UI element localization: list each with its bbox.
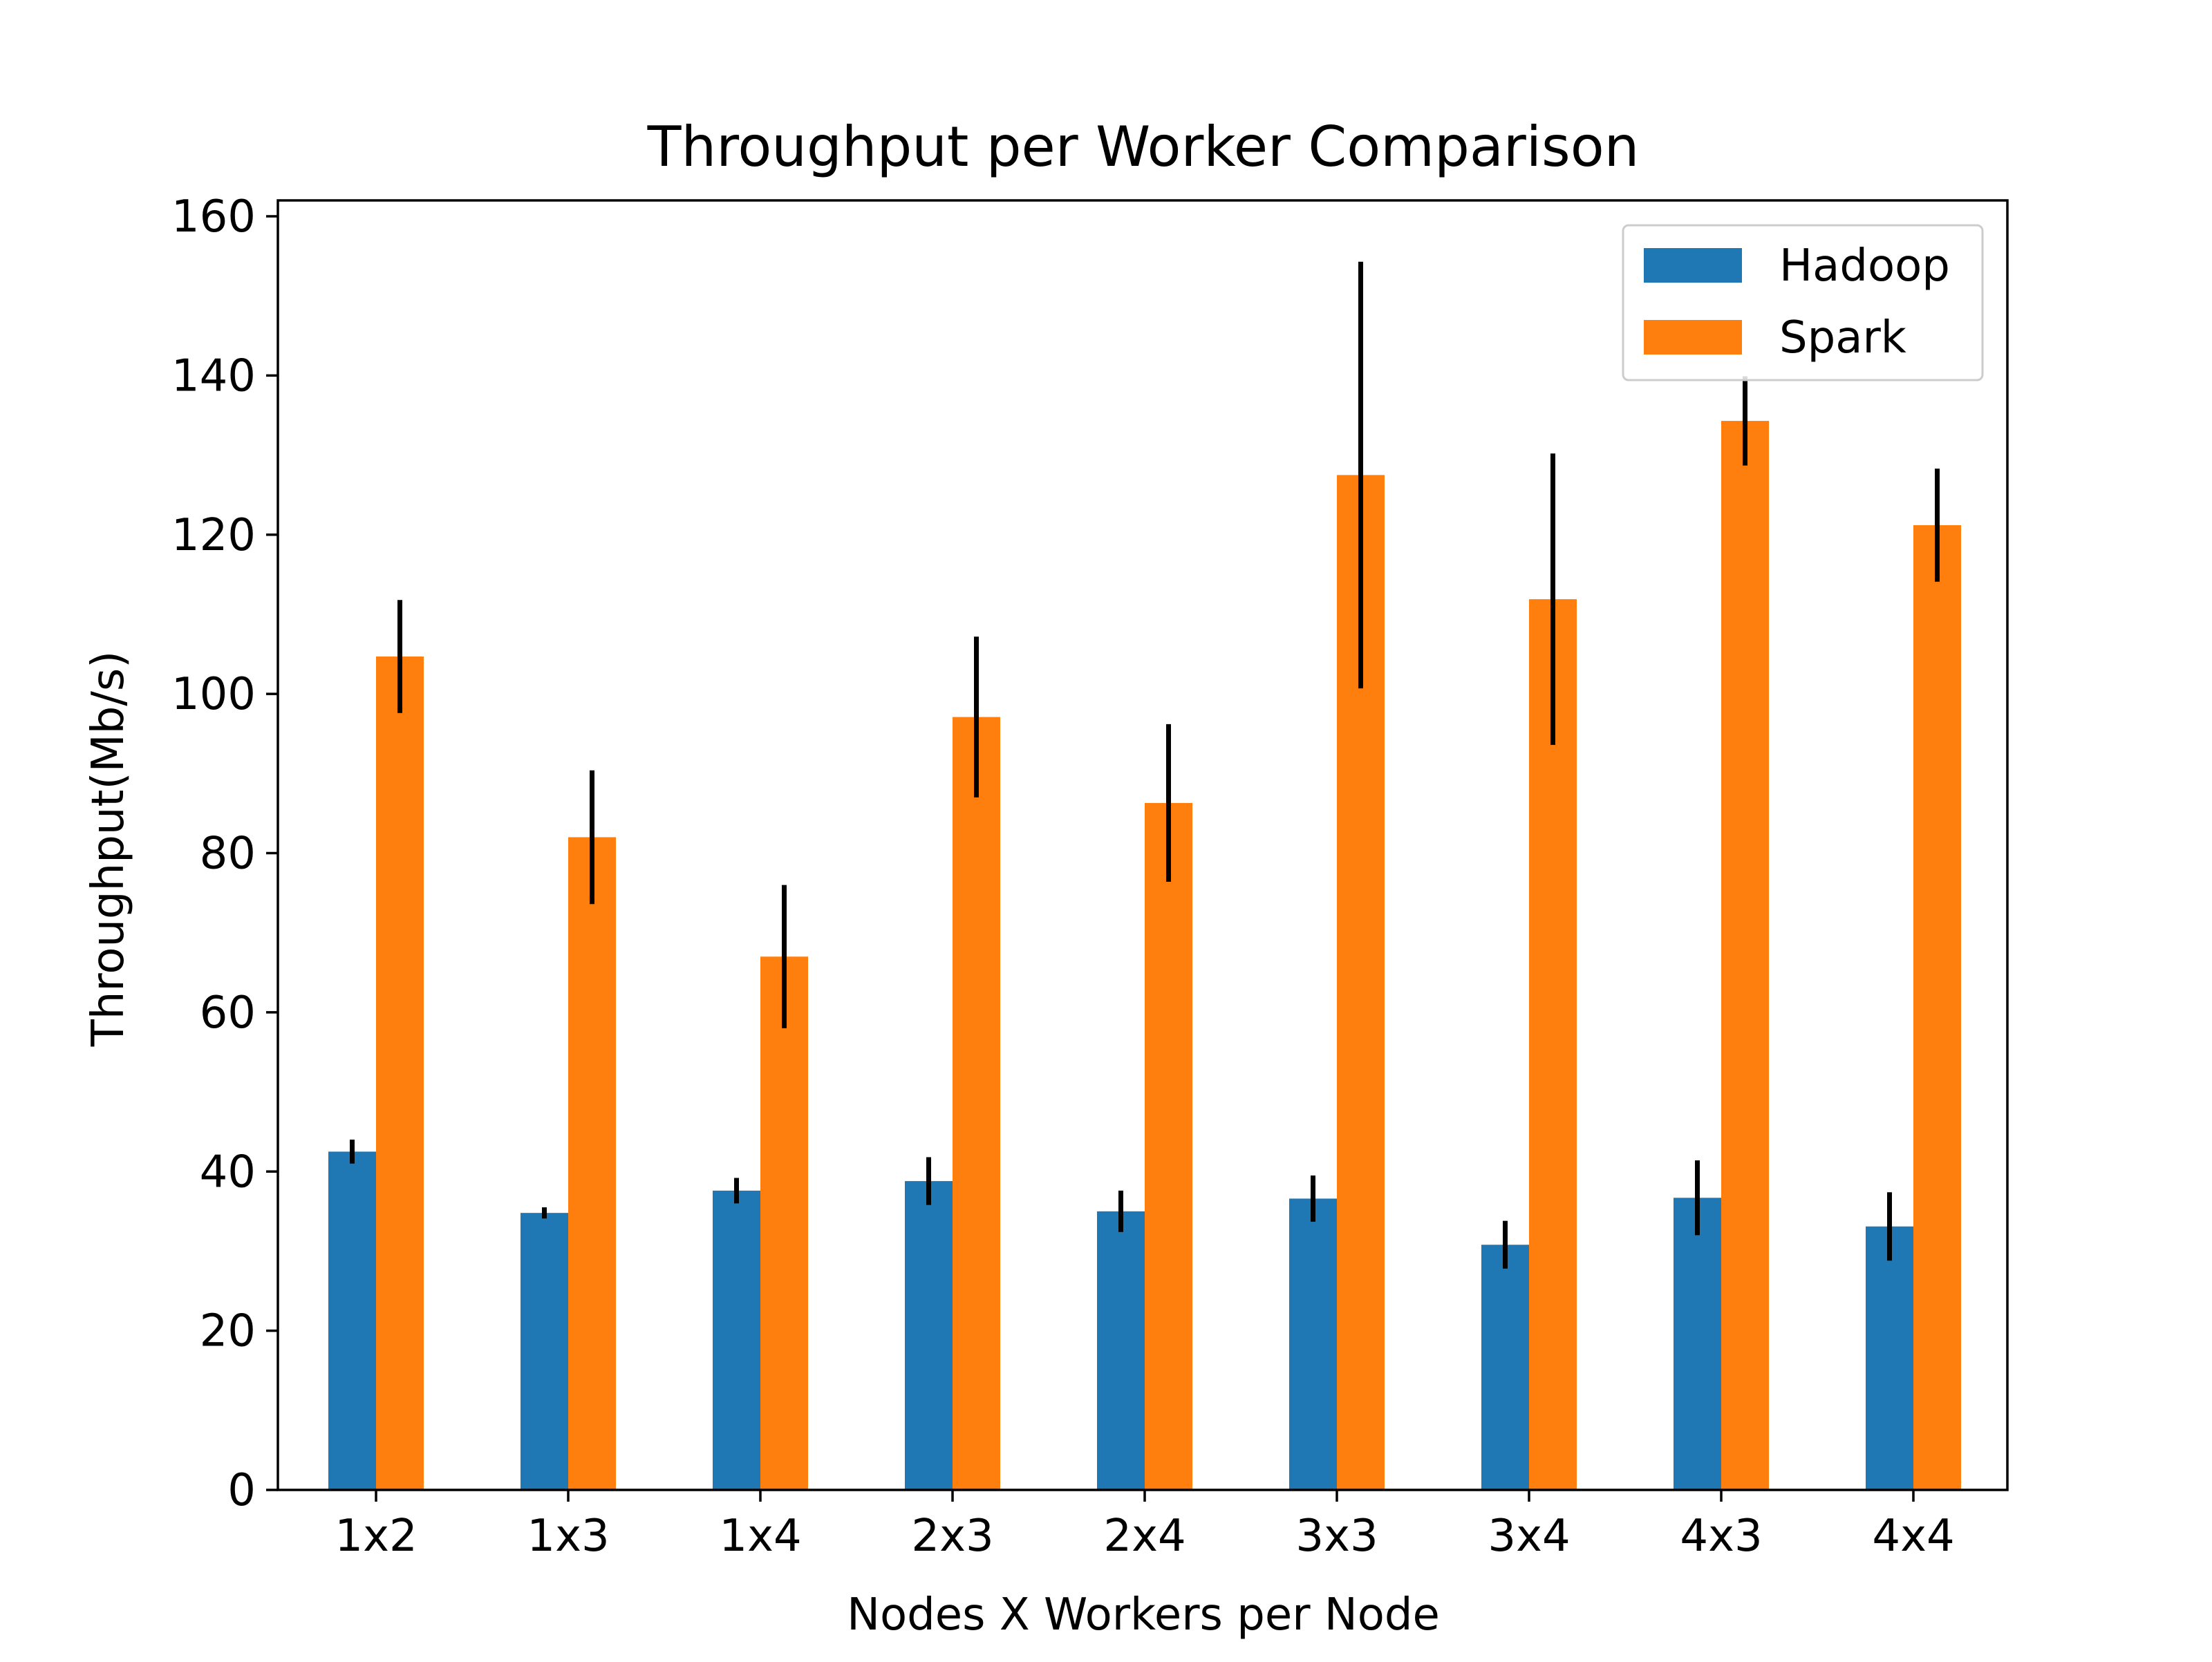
y-tick-label: 40 <box>200 1146 256 1198</box>
legend-label-spark: Spark <box>1779 312 1906 363</box>
x-tick-label: 4x4 <box>1872 1511 1954 1562</box>
bar-spark-2x4 <box>1145 802 1192 1490</box>
x-tick-label: 1x2 <box>335 1511 417 1562</box>
x-tick-label: 1x3 <box>527 1511 609 1562</box>
x-tick-label: 2x3 <box>911 1511 993 1562</box>
bar-hadoop-1x4 <box>713 1190 760 1490</box>
legend: Hadoop Spark <box>1622 224 1984 381</box>
x-tick-label: 4x3 <box>1680 1511 1762 1562</box>
y-tick-label: 20 <box>200 1306 256 1357</box>
bar-spark-4x3 <box>1721 421 1769 1490</box>
bar-spark-3x4 <box>1529 599 1577 1490</box>
y-tick-label: 140 <box>171 350 256 402</box>
y-tick-label: 80 <box>200 829 256 880</box>
bar-hadoop-1x3 <box>521 1213 568 1490</box>
y-axis-ticks: 0 20 40 60 80 100 120 140 160 <box>171 191 278 1516</box>
x-axis-ticks: 1x2 1x3 1x4 2x3 2x4 3x3 3x4 4x3 4x4 <box>335 1490 1955 1562</box>
bar-spark-4x4 <box>1913 525 1961 1490</box>
y-axis-label: Throughput(Mb/s) <box>83 651 134 1047</box>
plot-marks <box>328 261 1961 1490</box>
y-tick-label: 120 <box>171 510 256 561</box>
bar-hadoop-2x3 <box>905 1181 953 1490</box>
bar-hadoop-4x3 <box>1674 1198 1721 1490</box>
bar-hadoop-3x4 <box>1481 1245 1529 1490</box>
bar-hadoop-1x2 <box>328 1151 376 1490</box>
bar-hadoop-4x4 <box>1866 1226 1913 1490</box>
legend-label-hadoop: Hadoop <box>1779 240 1950 292</box>
plot-frame <box>276 199 2009 1491</box>
x-axis-label: Nodes X Workers per Node <box>847 1589 1440 1641</box>
bar-spark-1x4 <box>760 956 808 1490</box>
bar-hadoop-2x4 <box>1097 1211 1145 1490</box>
chart-title: Throughput per Worker Comparison <box>647 115 1640 179</box>
y-tick-label: 100 <box>171 669 256 720</box>
y-tick-label: 160 <box>171 191 256 243</box>
x-tick-label: 3x3 <box>1295 1511 1378 1562</box>
y-tick-label: 60 <box>200 988 256 1039</box>
legend-swatch-spark <box>1644 320 1742 355</box>
x-tick-label: 2x4 <box>1103 1511 1185 1562</box>
y-tick-label: 0 <box>227 1465 256 1516</box>
x-tick-label: 1x4 <box>719 1511 801 1562</box>
x-tick-label: 3x4 <box>1488 1511 1570 1562</box>
legend-swatch-hadoop <box>1644 248 1742 283</box>
bar-spark-1x3 <box>568 837 616 1490</box>
bar-spark-2x3 <box>953 717 1000 1490</box>
bar-hadoop-3x3 <box>1289 1198 1337 1490</box>
bar-spark-1x2 <box>376 657 424 1490</box>
